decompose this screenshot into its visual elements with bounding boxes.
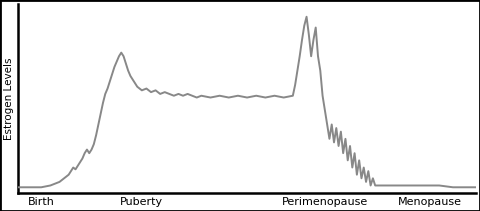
Y-axis label: Estrogen Levels: Estrogen Levels — [4, 57, 14, 140]
